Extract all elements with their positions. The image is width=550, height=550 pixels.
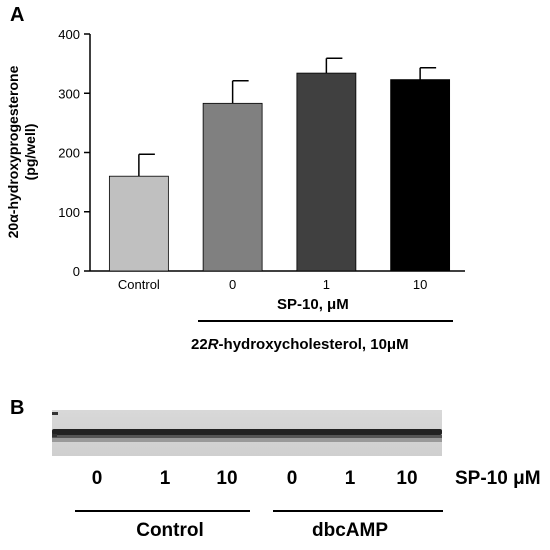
x-tick-label: 0: [229, 277, 236, 292]
control-group-line: [75, 510, 250, 512]
panel-label-b: B: [10, 397, 25, 419]
lane-label: 10: [396, 468, 418, 489]
lane-label: 1: [159, 468, 171, 489]
x-tick-label: 10: [413, 277, 427, 292]
dbcamp-group-label: dbcAMP: [312, 520, 388, 541]
bar-chart: 0 100 200 300 400 Control 0 1 10 20α-hydroxypro…: [5, 27, 465, 292]
panel-label-a: A: [10, 4, 25, 26]
lane-label: 0: [91, 468, 103, 489]
y-ticks: 0 100 200 300 400: [58, 27, 90, 279]
y-tick-label: 300: [58, 86, 80, 101]
control-group-label: Control: [136, 520, 204, 541]
y-tick-label: 400: [58, 27, 80, 42]
bar: [390, 79, 451, 272]
dbcamp-group-line: [273, 510, 443, 512]
bar: [202, 102, 263, 272]
y-tick-label: 100: [58, 205, 80, 220]
y-axis-label-line2: (pg/well): [22, 124, 38, 181]
bar: [108, 175, 169, 272]
y-tick-label: 200: [58, 146, 80, 161]
lane-label: 10: [216, 468, 238, 489]
sp10-label: SP-10, μM: [277, 296, 349, 313]
blot-unit-label: SP-10 μM: [455, 468, 541, 489]
bar: [296, 72, 357, 272]
x-tick-label: 1: [323, 277, 330, 292]
lane-label: 0: [286, 468, 298, 489]
treatment-label: 22R-hydroxycholesterol, 10μM: [191, 336, 409, 353]
sp10-bracket-line: [198, 320, 453, 322]
x-tick-labels: Control 0 1 10: [118, 277, 427, 292]
bars: [108, 72, 451, 272]
lane-label: 1: [344, 468, 356, 489]
y-axis-label-line1: 20α-hydroxyprogesterone: [5, 65, 21, 238]
x-tick-label: Control: [118, 277, 160, 292]
error-bars: [138, 57, 437, 177]
y-tick-label: 0: [73, 264, 80, 279]
western-blot-image: [52, 410, 442, 456]
